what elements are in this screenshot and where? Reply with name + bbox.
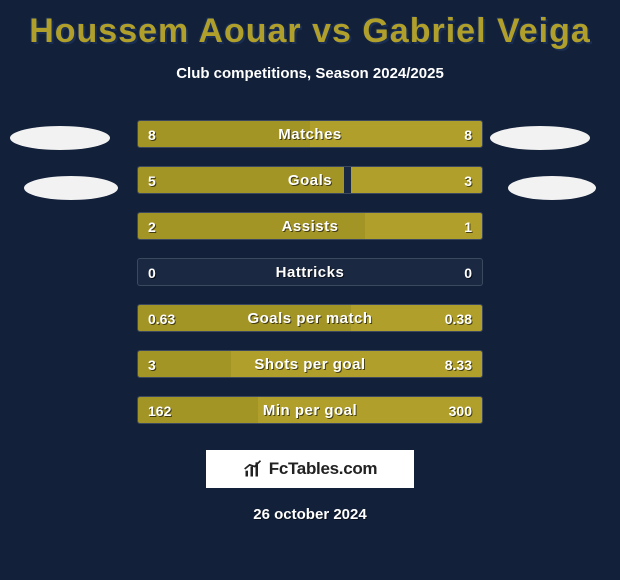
stat-row: 21Assists — [137, 212, 483, 240]
comparison-subtitle: Club competitions, Season 2024/2025 — [0, 65, 620, 82]
stat-label: Min per goal — [138, 397, 482, 423]
player-right-badge-bottom — [508, 176, 596, 200]
stat-label: Shots per goal — [138, 351, 482, 377]
comparison-date: 26 october 2024 — [0, 506, 620, 523]
stat-row: 00Hattricks — [137, 258, 483, 286]
brand-badge: FcTables.com — [206, 450, 414, 488]
comparison-title: Houssem Aouar vs Gabriel Veiga — [0, 0, 620, 51]
stat-row: 0.630.38Goals per match — [137, 304, 483, 332]
player-left-badge-top — [10, 126, 110, 150]
stat-row: 53Goals — [137, 166, 483, 194]
player-right-badge-top — [490, 126, 590, 150]
stat-row: 88Matches — [137, 120, 483, 148]
stat-label: Matches — [138, 121, 482, 147]
stat-label: Assists — [138, 213, 482, 239]
stat-label: Goals — [138, 167, 482, 193]
player-left-badge-bottom — [24, 176, 118, 200]
brand-text: FcTables.com — [269, 459, 378, 479]
stat-row: 38.33Shots per goal — [137, 350, 483, 378]
stats-container: 88Matches 53Goals 21Assists 00Hattricks 0.63… — [137, 120, 483, 424]
stat-label: Goals per match — [138, 305, 482, 331]
stat-row: 162300Min per goal — [137, 396, 483, 424]
stat-label: Hattricks — [138, 259, 482, 285]
brand-chart-icon — [243, 459, 263, 479]
